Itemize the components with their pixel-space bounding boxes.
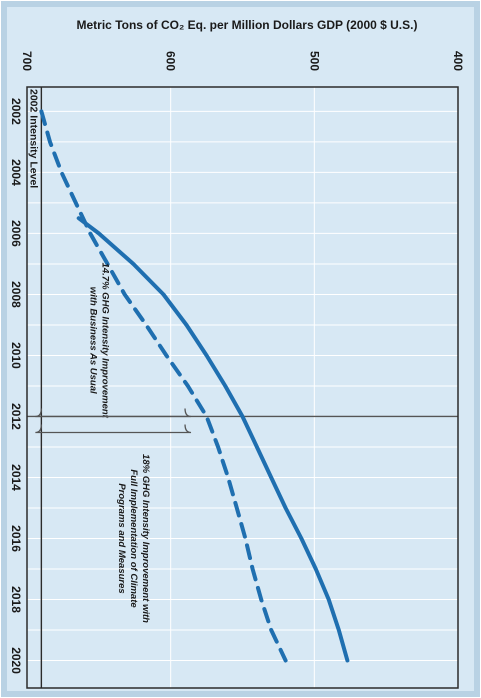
value-tick-label: 600	[164, 51, 178, 71]
year-tick-label: 2006	[9, 220, 23, 247]
year-tick-label: 2016	[9, 525, 23, 552]
tick-labels: 400 500 600 700 2002 2004 2006 2008 2010 2012 2014…	[9, 51, 465, 674]
series-line-business-as-usual	[76, 216, 350, 663]
year-tick-label: 2014	[9, 464, 23, 491]
year-tick-label: 2018	[9, 586, 23, 613]
plot-area	[27, 87, 458, 688]
year-tick-label: 2012	[9, 403, 23, 430]
annotation-line: with Business As Usual	[87, 287, 98, 394]
annotation-line: Full Implementation of Climate	[128, 469, 139, 608]
chart-title: Metric Tons of CO₂ Eq. per Million Dolla…	[77, 18, 418, 32]
gap-brace-lower	[35, 424, 192, 434]
year-tick-label: 2010	[9, 342, 23, 369]
year-tick-label: 2002	[9, 98, 23, 125]
value-tick-label: 400	[451, 51, 465, 71]
series-lines	[39, 109, 350, 663]
reference-line-label: 2002 Intensity Level	[27, 89, 39, 188]
annotation-line: 18% GHG Intensity Improvement with	[140, 454, 151, 623]
value-tick-label: 500	[307, 51, 321, 71]
series-line-full-implementation	[39, 109, 288, 663]
value-tick-label: 700	[20, 51, 34, 71]
year-tick-label: 2008	[9, 281, 23, 308]
annotation-line: 14.7% GHG Intensity Improvement	[99, 263, 110, 419]
year-tick-label: 2004	[9, 159, 23, 186]
year-tick-label: 2020	[9, 647, 23, 674]
annotation-line: Programs and Measures	[116, 483, 127, 593]
plot-frame	[26, 86, 459, 689]
gap-brace	[35, 408, 192, 418]
